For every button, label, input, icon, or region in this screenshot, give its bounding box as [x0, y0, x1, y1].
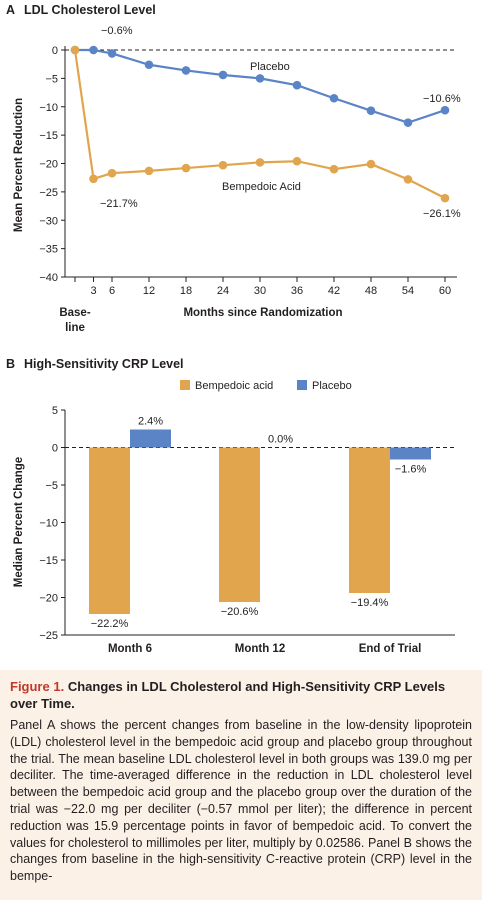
crp-plot-area: 5 0 −5 −10 −15 −20 −25 Month 6 −22.2% 2.4% Month 1… [39, 405, 455, 655]
crp-bar-chart: 5 0 −5 −10 −15 −20 −25 Month 6 −22.2% 2.4% Month 1… [13, 380, 455, 655]
placebo-data-point [366, 106, 376, 116]
bempedoic-data-point [218, 160, 228, 170]
bempedoic-data-point [70, 45, 80, 55]
bempedoic-bar [219, 447, 260, 602]
placebo-data-point [181, 66, 191, 75]
panel-b-title: B High-Sensitivity CRP Level [6, 357, 184, 371]
ldl-x-tick-label: 54 [402, 285, 414, 297]
placebo-data-point [218, 70, 228, 80]
crp-category-label: End of Trial [359, 643, 422, 655]
bempedoic-data-point [403, 175, 413, 184]
legend-swatch-placebo [297, 380, 307, 390]
placebo-bar-value-label: −1.6% [395, 464, 427, 476]
ldl-y-axis-label: Mean Percent Reduction [13, 98, 25, 232]
ldl-x-tick-label: 42 [328, 285, 340, 297]
ldl-x-tick-label: 12 [143, 285, 155, 297]
bempedoic-data-point [144, 166, 154, 176]
annotation-placebo-end: −10.6% [423, 93, 461, 105]
ldl-x-axis-label: Months since Randomization [183, 307, 342, 319]
ldl-x-tick-label: 36 [291, 285, 303, 297]
crp-y-tick-label: −10 [39, 518, 58, 530]
ldl-x-tick-label: 18 [180, 285, 192, 297]
placebo-data-point [255, 74, 265, 83]
crp-y-axis-label: Median Percent Change [13, 457, 25, 587]
bempedoic-bar-value-label: −19.4% [351, 597, 389, 609]
ldl-y-tick-label: 0 [52, 45, 58, 57]
ldl-y-tick-label: −30 [39, 215, 58, 227]
ldl-y-tick-label: −10 [39, 102, 58, 114]
ldl-y-tick-label: −35 [39, 244, 58, 256]
crp-category-label: Month 12 [235, 643, 285, 655]
crp-y-tick-label: 0 [52, 443, 58, 455]
placebo-data-point [440, 105, 450, 115]
legend-swatch-bempedoic [180, 380, 190, 390]
placebo-bar-value-label: 0.0% [268, 434, 293, 446]
bempedoic-data-point [181, 163, 191, 173]
caption-body: Panel A shows the percent changes from b… [10, 718, 472, 884]
figure-caption: Figure 1. Changes in LDL Cholesterol and… [0, 670, 482, 900]
bempedoic-bar [349, 447, 390, 593]
ldl-plot-area: 0−5−10−15−20−25−30−35−403 6 12 18 24 30 36 42 48… [39, 45, 457, 297]
ldl-y-tick-label: −5 [45, 73, 58, 85]
caption-figure-label: Figure 1. [10, 679, 65, 694]
ldl-baseline-label-line2: line [65, 322, 85, 334]
ldl-y-tick-label: −15 [39, 130, 58, 142]
ldl-x-tick-label: 6 [109, 285, 115, 297]
placebo-data-point [89, 45, 98, 55]
bempedoic-data-point [89, 174, 98, 184]
crp-y-tick-label: −20 [39, 593, 58, 605]
placebo-data-point [292, 80, 302, 90]
bempedoic-bar-value-label: −20.6% [221, 606, 259, 618]
annotation-placebo-month6: −0.6% [101, 25, 133, 37]
legend-label-placebo: Placebo [312, 380, 352, 392]
bempedoic-data-point [292, 156, 302, 166]
crp-y-tick-label: −5 [45, 480, 58, 492]
bempedoic-data-point [440, 193, 450, 203]
placebo-series-label: Placebo [250, 61, 290, 73]
panel-a-title-text: LDL Cholesterol Level [24, 3, 156, 17]
bempedoic-data-point [107, 168, 117, 178]
crp-category-label: Month 6 [108, 643, 152, 655]
crp-y-tick-label: −15 [39, 555, 58, 567]
panel-b-title-text: High-Sensitivity CRP Level [24, 357, 184, 371]
panel-b-letter: B [6, 357, 16, 371]
placebo-data-point [144, 60, 154, 70]
legend-label-bempedoic: Bempedoic acid [195, 380, 273, 392]
ldl-x-tick-label: 60 [439, 285, 451, 297]
bempedoic-series-label: Bempedoic Acid [222, 181, 301, 193]
panel-a-letter: A [6, 3, 16, 17]
ldl-y-tick-label: −40 [39, 272, 58, 284]
placebo-data-point [403, 118, 413, 127]
bempedoic-data-point [366, 159, 376, 169]
caption-title: Figure 1. Changes in LDL Cholesterol and… [10, 678, 472, 712]
annotation-bempedoic-month6: −21.7% [100, 198, 138, 210]
ldl-y-tick-label: −20 [39, 159, 58, 171]
bempedoic-data-point [329, 164, 339, 174]
ldl-x-tick-label: 3 [90, 285, 96, 297]
caption-title-text: Changes in LDL Cholesterol and High-Sens… [10, 679, 446, 711]
placebo-bar-value-label: 2.4% [138, 416, 163, 428]
placebo-data-point [329, 93, 339, 103]
placebo-bar [390, 447, 431, 460]
ldl-x-tick-label: 24 [217, 285, 229, 297]
ldl-baseline-label: Base- [59, 307, 90, 319]
placebo-bar [130, 429, 171, 448]
crp-y-tick-label: −25 [39, 630, 58, 642]
bempedoic-bar-value-label: −22.2% [91, 618, 129, 630]
ldl-y-tick-label: −25 [39, 187, 58, 199]
bempedoic-bar [89, 447, 130, 614]
crp-y-tick-label: 5 [52, 405, 58, 417]
panel-a-title: A LDL Cholesterol Level [6, 3, 156, 17]
ldl-line-chart: 0−5−10−15−20−25−30−35−403 6 12 18 24 30 36 42 48… [13, 25, 461, 334]
ldl-x-tick-label: 30 [254, 285, 266, 297]
annotation-bempedoic-end: −26.1% [423, 208, 461, 220]
ldl-x-tick-label: 48 [365, 285, 377, 297]
bempedoic-data-point [255, 158, 265, 167]
placebo-data-point [107, 49, 117, 58]
